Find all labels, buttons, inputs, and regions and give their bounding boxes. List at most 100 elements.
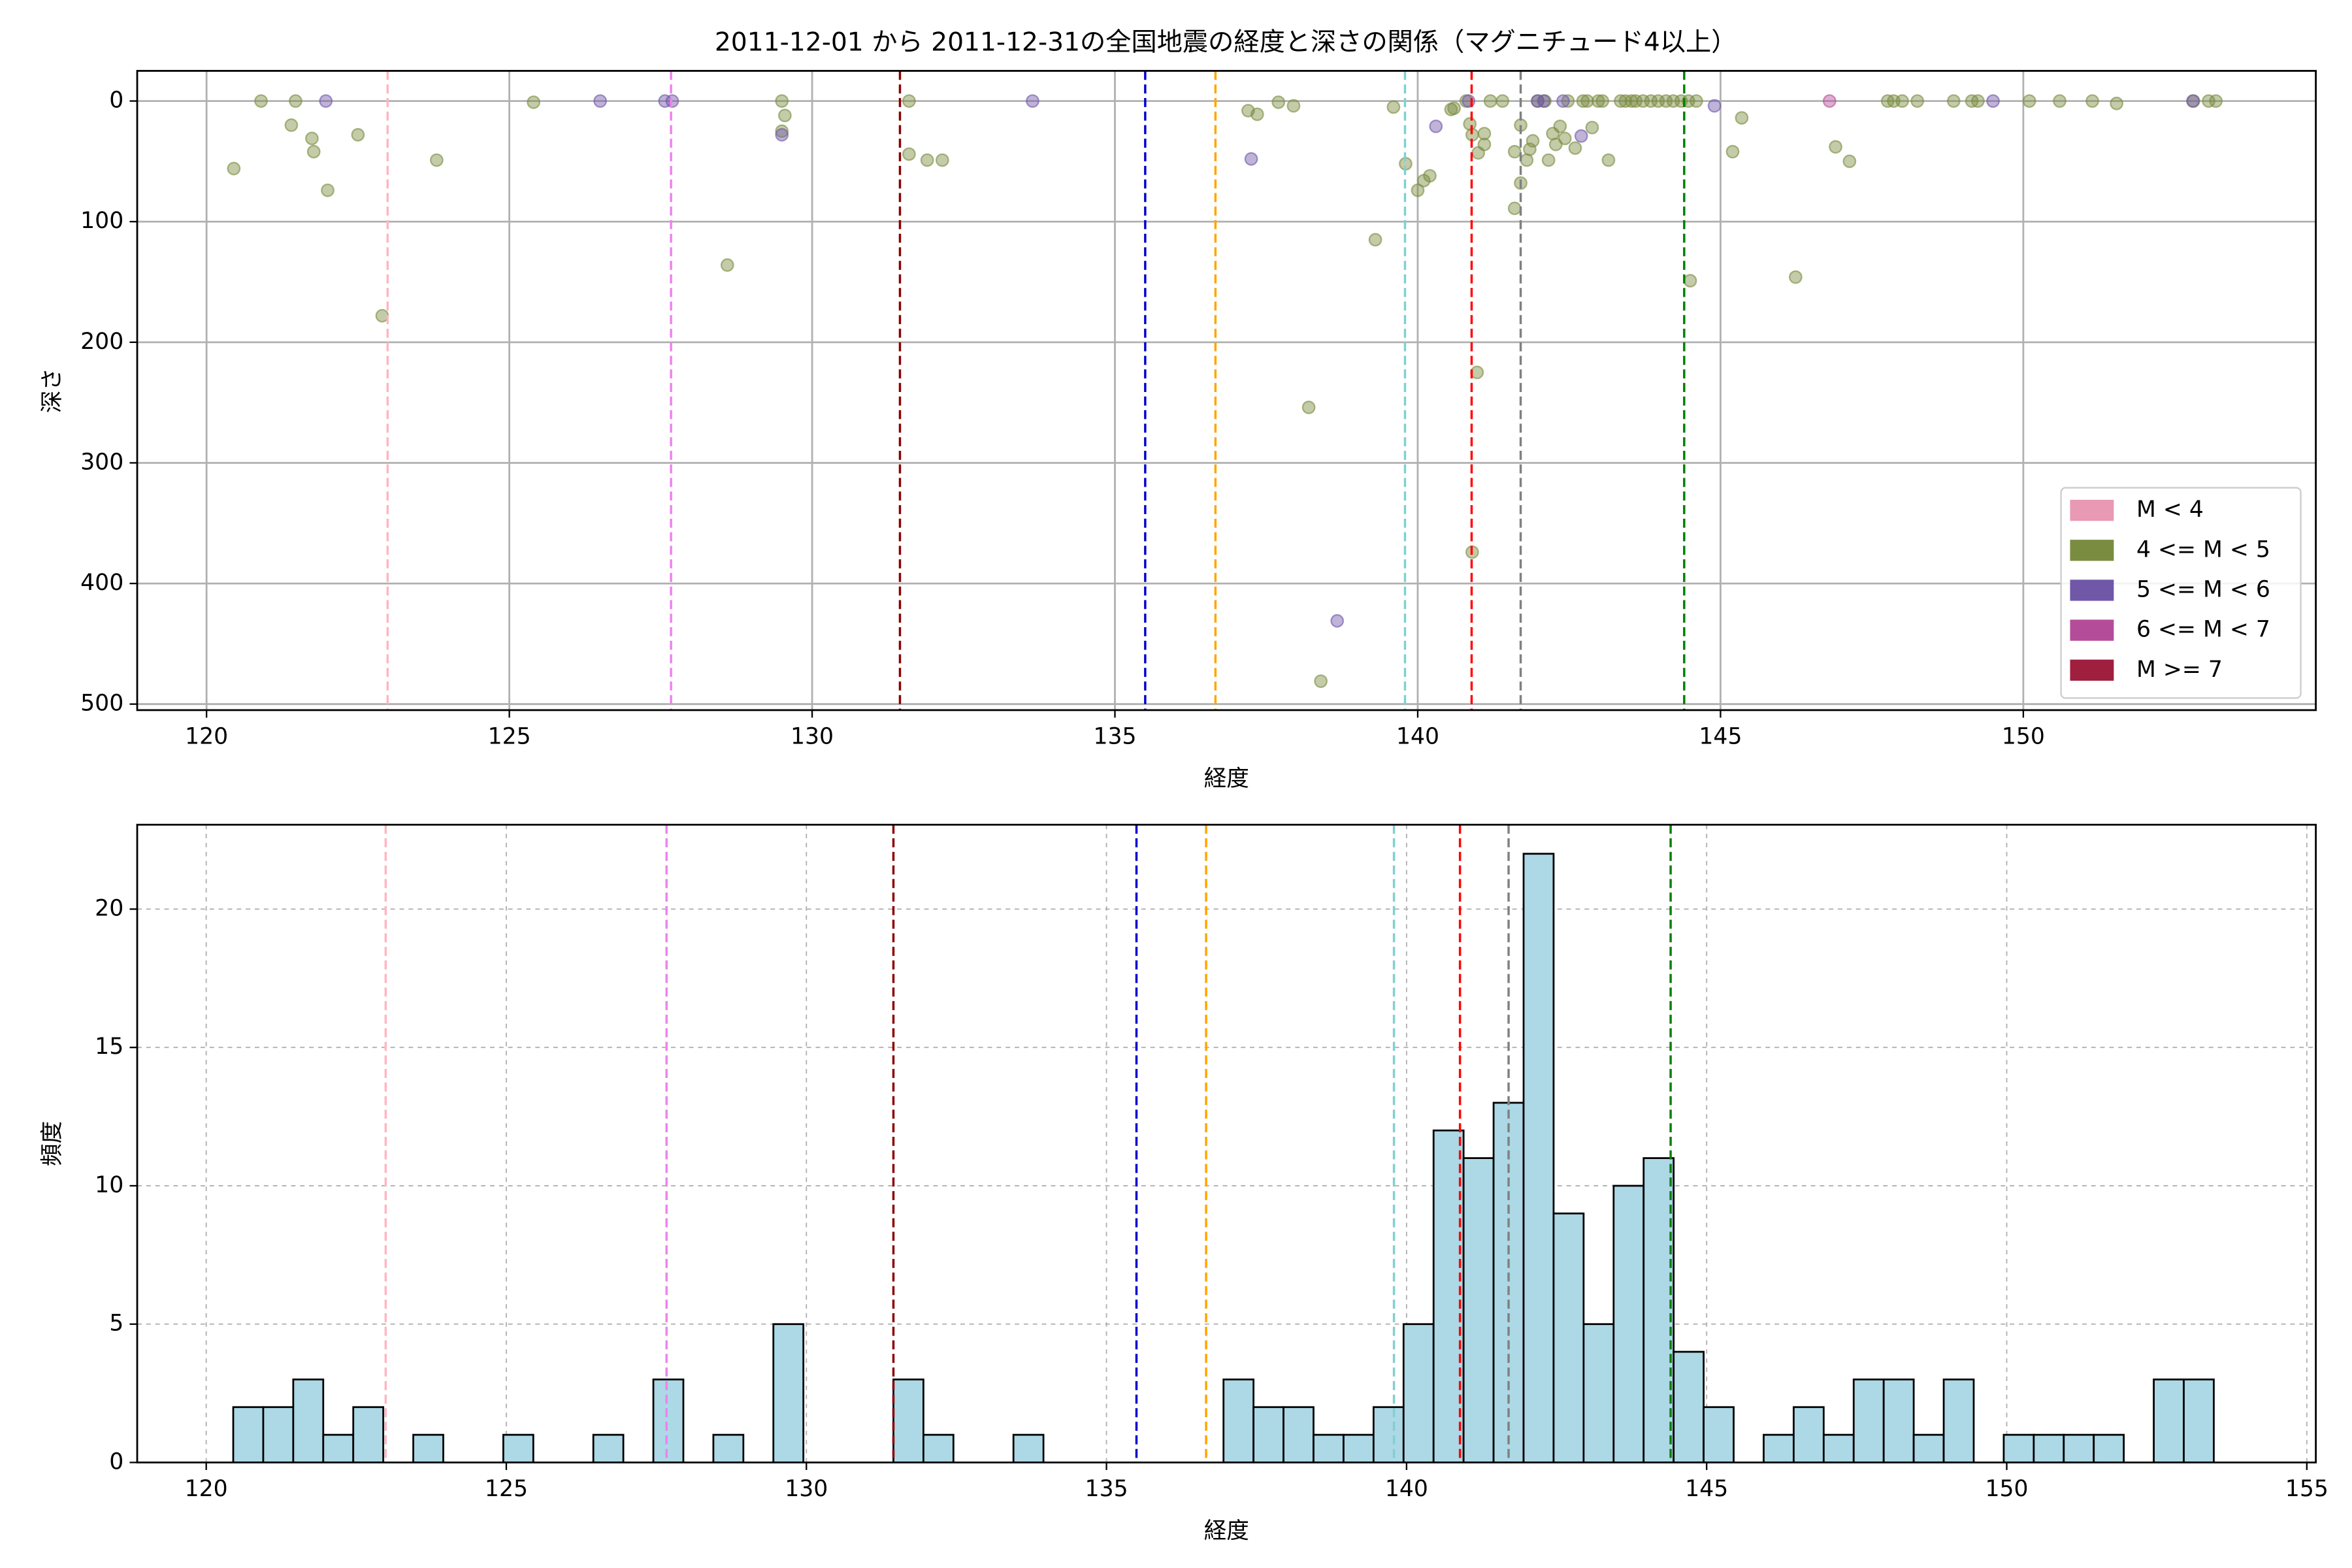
- bar: [592, 1433, 625, 1463]
- legend-swatch: [2070, 540, 2114, 561]
- point: [1477, 127, 1492, 140]
- point: [1314, 674, 1328, 688]
- point: [1683, 274, 1697, 288]
- point: [1556, 94, 1570, 108]
- point: [2022, 94, 2036, 108]
- bar: [1432, 1129, 1465, 1463]
- x-tick-label: 140: [1396, 723, 1439, 749]
- legend-label: 4 <= M < 5: [2136, 536, 2270, 563]
- point: [720, 258, 734, 272]
- legend-swatch: [2070, 619, 2114, 641]
- point: [1735, 111, 1749, 125]
- plot-area: [227, 71, 2223, 710]
- point: [1895, 94, 1909, 108]
- axes-frame: [136, 70, 2317, 711]
- x-tick-label: 130: [785, 1476, 828, 1502]
- point: [1568, 141, 1582, 155]
- y-tick-label: 500: [80, 691, 123, 717]
- bar: [1942, 1379, 1975, 1463]
- point: [1507, 201, 1522, 216]
- x-tick-label: 125: [488, 723, 531, 749]
- point: [1591, 94, 1605, 108]
- point: [902, 94, 916, 108]
- point: [775, 127, 789, 142]
- point: [1601, 153, 1616, 167]
- bar: [1642, 1157, 1675, 1463]
- point: [1429, 120, 1443, 133]
- point: [1574, 129, 1588, 143]
- bar: [1612, 1184, 1645, 1463]
- bar: [1763, 1433, 1795, 1463]
- point: [375, 308, 389, 323]
- point: [2202, 94, 2215, 108]
- point: [902, 147, 916, 161]
- point: [1507, 144, 1522, 159]
- x-tick-label: 150: [2002, 723, 2045, 749]
- point: [1842, 154, 1857, 169]
- point: [351, 127, 365, 142]
- x-tick-label: 125: [485, 1476, 528, 1502]
- bar: [1673, 1350, 1705, 1463]
- axes-frame: [136, 823, 2317, 1463]
- bar: [2183, 1379, 2215, 1463]
- point: [1330, 613, 1345, 628]
- point: [429, 153, 444, 167]
- bar: [892, 1379, 924, 1463]
- x-axis-label: 経度: [1204, 1518, 1249, 1544]
- point: [1585, 120, 1599, 135]
- x-tick-label: 135: [1093, 723, 1136, 749]
- point: [1725, 144, 1740, 159]
- legend-label: M < 4: [2136, 497, 2204, 523]
- point: [2110, 96, 2124, 110]
- point: [305, 131, 319, 146]
- legend-swatch: [2070, 580, 2114, 601]
- chart-title: 2011-12-01 から 2011-12-31の全国地震の経度と深さの関係（マ…: [715, 27, 1737, 57]
- bar: [652, 1379, 685, 1463]
- legend-label: M >= 7: [2136, 657, 2223, 683]
- point: [1411, 183, 1425, 197]
- bar: [1822, 1433, 1855, 1463]
- bar: [712, 1433, 745, 1463]
- bar: [772, 1323, 805, 1463]
- point: [1789, 270, 1803, 284]
- point: [1561, 94, 1575, 108]
- bar: [1462, 1157, 1495, 1463]
- plot-area: [232, 825, 2215, 1463]
- y-tick-label: 20: [95, 895, 123, 921]
- bar: [232, 1406, 265, 1463]
- legend-label: 6 <= M < 7: [2136, 617, 2270, 643]
- x-axis-label: 経度: [1204, 766, 1249, 792]
- point: [2085, 94, 2099, 108]
- bar: [1852, 1379, 1885, 1463]
- point: [1026, 94, 1039, 108]
- x-tick-label: 130: [791, 723, 834, 749]
- legend-swatch: [2070, 659, 2114, 681]
- bar: [1372, 1406, 1405, 1463]
- point: [2053, 94, 2066, 108]
- point: [2186, 94, 2200, 108]
- legend-label: 5 <= M < 6: [2136, 576, 2270, 602]
- bar: [1313, 1433, 1345, 1463]
- point: [1946, 94, 1961, 108]
- legend-swatch: [2070, 500, 2114, 521]
- bar: [1793, 1406, 1825, 1463]
- y-tick-label: 200: [80, 329, 123, 355]
- y-tick-label: 10: [95, 1172, 123, 1198]
- point: [1301, 400, 1316, 414]
- point: [1368, 233, 1382, 247]
- point: [1477, 137, 1492, 152]
- point: [1463, 117, 1477, 131]
- point: [227, 161, 241, 176]
- point: [1707, 99, 1722, 113]
- bar: [2093, 1433, 2125, 1463]
- point: [306, 144, 321, 159]
- point: [1644, 94, 1658, 108]
- bar: [1402, 1323, 1435, 1463]
- point: [527, 95, 541, 109]
- point: [1822, 94, 1837, 108]
- point: [1537, 94, 1551, 108]
- point: [254, 94, 268, 108]
- point: [289, 94, 302, 108]
